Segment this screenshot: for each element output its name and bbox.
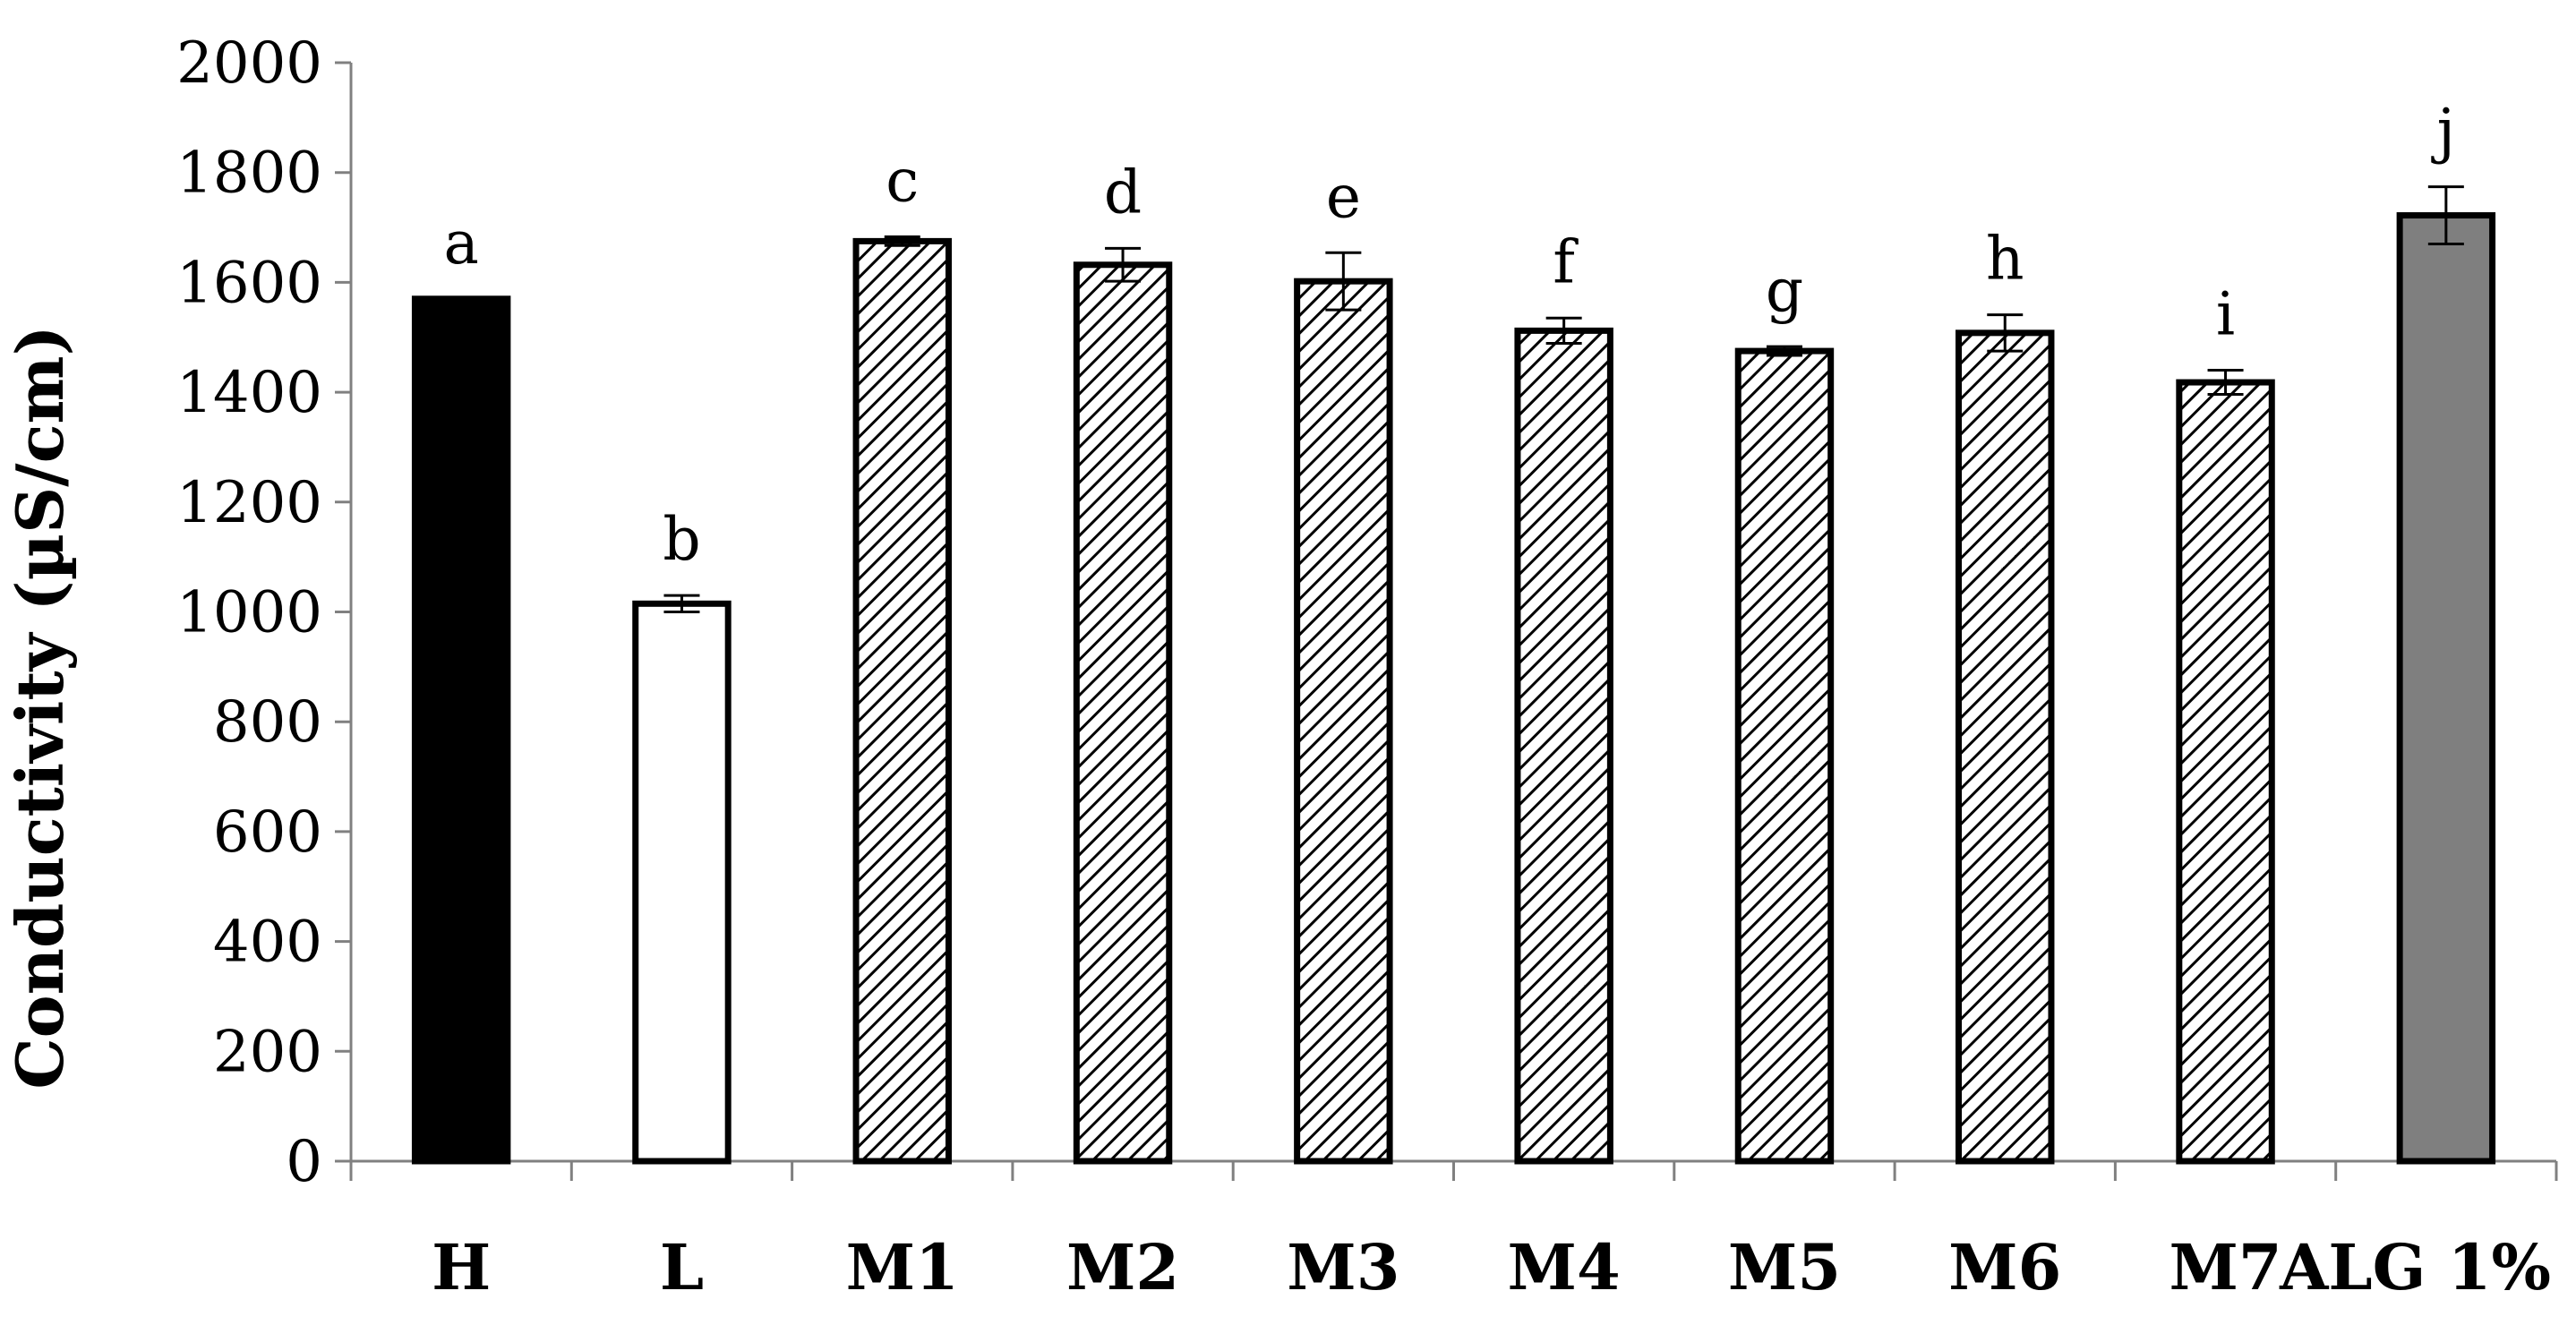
error-bar (884, 235, 920, 247)
y-tick-label: 200 (213, 1019, 322, 1085)
error-bar (1325, 251, 1362, 312)
y-tick-label: 400 (213, 910, 322, 976)
significance-letter: e (1326, 162, 1361, 231)
y-tick-label: 800 (213, 689, 322, 756)
bar-alg-1- (2396, 212, 2496, 1165)
significance-letter: h (1986, 225, 2024, 294)
error-bar-series (663, 185, 2464, 613)
bar-h (411, 295, 511, 1165)
y-tick-label: 1800 (176, 141, 322, 207)
error-bar (1545, 316, 1582, 345)
significance-letter: b (663, 505, 700, 574)
x-category-label: M4 (1508, 1230, 1621, 1304)
x-axis-ticks (349, 1161, 2558, 1181)
bar-m5 (1734, 347, 1835, 1165)
bar-m2 (1073, 261, 1173, 1165)
y-tick-label: 1000 (176, 580, 322, 646)
x-category-label: M7 (2169, 1230, 2281, 1304)
x-category-label: L (660, 1230, 704, 1304)
significance-letters: a b c d e f g h i j (443, 97, 2455, 574)
x-category-label: M3 (1287, 1230, 1399, 1304)
y-axis-title: Conductivity (µS/cm) (2, 325, 78, 1089)
significance-letter: c (886, 146, 919, 215)
x-category-label: H (432, 1230, 491, 1304)
significance-letter: d (1104, 158, 1142, 227)
significance-letter: f (1553, 227, 1579, 296)
bar-m6 (1956, 329, 2055, 1165)
y-tick-label: 1600 (176, 250, 322, 316)
bar-m1 (852, 237, 952, 1165)
significance-letter: g (1766, 256, 1803, 325)
error-bar (663, 594, 700, 613)
y-tick-label: 2000 (176, 30, 322, 97)
y-tick-label: 1200 (176, 470, 322, 536)
x-category-label: M6 (1948, 1230, 2061, 1304)
error-bar (1766, 345, 1802, 357)
bar-m4 (1514, 327, 1613, 1165)
x-category-label: M1 (846, 1230, 959, 1304)
y-tick-label: 1400 (176, 360, 322, 426)
bar-m3 (1294, 278, 1393, 1165)
x-category-label: M5 (1728, 1230, 1841, 1304)
bar-series (411, 212, 2496, 1165)
bar-m7 (2176, 379, 2275, 1165)
error-bar (1987, 313, 2024, 353)
error-bar (2427, 185, 2464, 245)
x-category-label: ALG 1% (2279, 1230, 2551, 1304)
y-axis-ticks: 0 200 400 600 800 1000 1200 1400 1600 1800 2000 (176, 30, 351, 1195)
y-tick-label: 0 (286, 1129, 322, 1195)
x-category-label: M2 (1066, 1230, 1179, 1304)
bar-l (632, 600, 732, 1165)
significance-letter: a (443, 209, 478, 278)
significance-letter: j (2431, 97, 2455, 166)
significance-letter: i (2216, 280, 2235, 349)
error-bar (2207, 369, 2244, 397)
error-bar (1105, 246, 1142, 283)
y-tick-label: 600 (213, 799, 322, 866)
